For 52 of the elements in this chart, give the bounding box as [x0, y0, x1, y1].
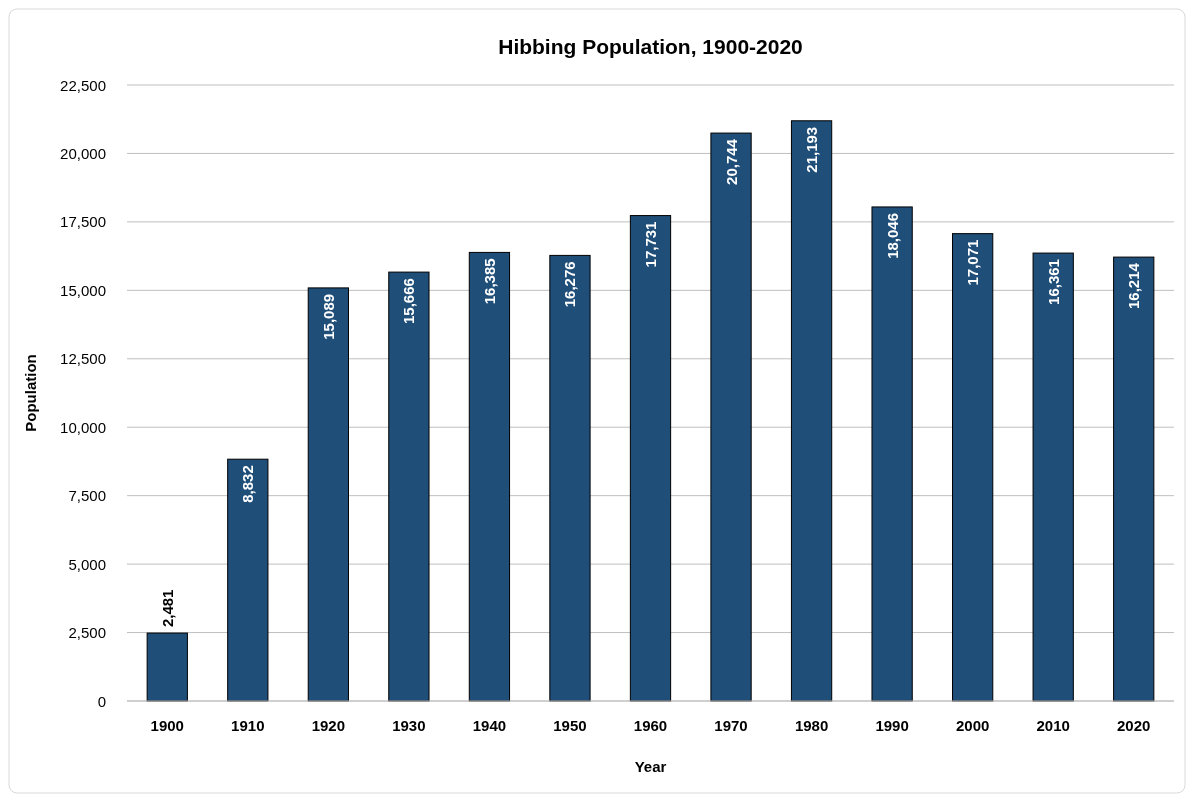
data-label: 21,193	[803, 126, 821, 173]
x-tick-label: 1900	[150, 717, 184, 734]
y-tick-label: 22,500	[60, 76, 106, 94]
data-label: 16,361	[1044, 259, 1062, 305]
x-tick-label: 1980	[794, 717, 829, 734]
bar	[790, 120, 833, 702]
bar	[1032, 252, 1074, 702]
bar	[468, 251, 511, 702]
x-tick-label: 2020	[1117, 717, 1151, 734]
bar	[710, 132, 752, 702]
x-tick-label: 1920	[311, 717, 346, 734]
y-tick-label: 7,500	[68, 487, 106, 505]
data-label: 17,731	[642, 221, 659, 268]
data-label: 16,385	[480, 258, 498, 305]
y-tick-label: 10,000	[60, 418, 106, 436]
y-axis-title: Population	[21, 354, 39, 432]
bar	[549, 254, 591, 702]
data-label: 15,666	[400, 278, 418, 324]
y-tick-label: 17,500	[60, 213, 106, 231]
x-tick-label: 1930	[392, 717, 426, 734]
x-tick-label: 1990	[875, 717, 909, 734]
bar	[1113, 256, 1155, 702]
data-label: 16,214	[1125, 262, 1143, 309]
bar	[629, 215, 672, 702]
bar	[871, 206, 913, 702]
x-tick-label: 2010	[1036, 717, 1070, 734]
bar	[227, 458, 269, 702]
y-tick-label: 0	[97, 692, 106, 710]
y-tick-label: 20,000	[60, 144, 106, 162]
y-tick-label: 15,000	[60, 281, 106, 299]
y-tick-label: 5,000	[68, 555, 106, 573]
data-label: 20,744	[722, 138, 740, 185]
data-label: 17,071	[964, 239, 982, 286]
x-tick-label: 1970	[714, 717, 748, 734]
x-axis-title: Year	[634, 758, 667, 775]
x-tick-label: 1910	[231, 717, 265, 734]
y-tick-label: 12,500	[60, 350, 106, 368]
bar	[952, 233, 994, 702]
x-tick-label: 1960	[633, 717, 668, 734]
chart-title: Hibbing Population, 1900-2020	[498, 35, 803, 58]
x-tick-label: 1950	[553, 717, 587, 734]
bar	[307, 287, 349, 702]
data-label: 18,046	[883, 212, 901, 259]
data-label: 15,089	[319, 293, 337, 340]
bar	[388, 271, 430, 702]
x-tick-label: 2000	[955, 717, 990, 734]
y-tick-label: 2,500	[68, 624, 106, 642]
data-label: 8,832	[239, 465, 257, 503]
data-label: 16,276	[561, 261, 579, 308]
bar	[146, 632, 188, 702]
x-tick-label: 1940	[472, 717, 507, 734]
data-label: 2,481	[158, 589, 176, 628]
